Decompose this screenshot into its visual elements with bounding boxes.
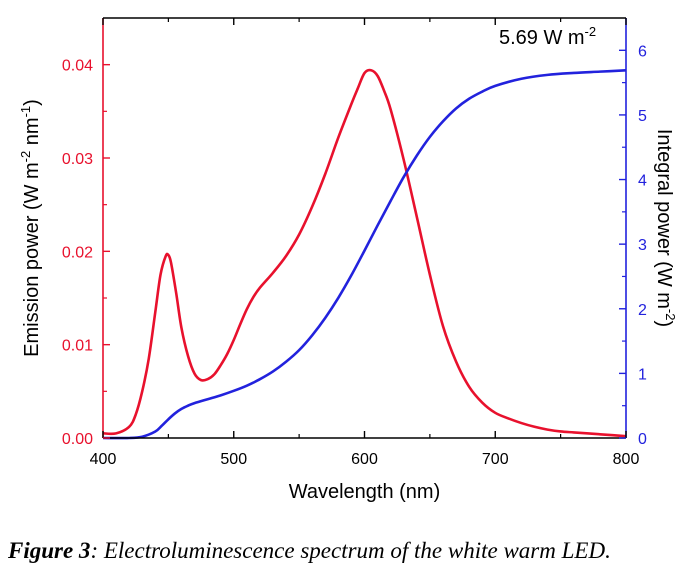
annotation-part: 5.69 W m	[499, 27, 585, 49]
y-left-axis-title-part: nm	[21, 117, 43, 150]
x-axis-title: Wavelength (nm)	[289, 481, 441, 503]
x-tick-label: 600	[351, 451, 378, 468]
x-tick-label: 800	[613, 451, 640, 468]
y-right-tick-label: 4	[638, 173, 647, 190]
plot-area: 400 500 600 700 800 0.00 0.01 0.02 0.03 0.04 0 1 2 3 4…	[18, 17, 678, 503]
x-tick-label: 400	[90, 451, 117, 468]
y-right-axis-title-part: Integral power (W m	[653, 129, 675, 309]
integral-series-line	[102, 69, 627, 440]
y-left-tick-label: 0.02	[62, 244, 93, 261]
emission-series-line	[102, 68, 627, 438]
figure-label: Figure 3	[8, 538, 91, 563]
x-tick-label: 500	[220, 451, 247, 468]
integral-total-annotation: 5.69 W m-2	[499, 24, 596, 49]
y-left-tick-label: 0.00	[62, 431, 93, 448]
y-right-tick-label: 2	[638, 302, 647, 319]
y-left-axis-title-part: -2	[18, 151, 33, 163]
y-left-tick-label: 0.03	[62, 151, 93, 168]
figure-caption: Figure 3: Electroluminescence spectrum o…	[8, 538, 697, 564]
y-right-tick-label: 1	[638, 366, 647, 383]
chart: 400 500 600 700 800 0.00 0.01 0.02 0.03 0.04 0 1 2 3 4…	[18, 17, 678, 503]
y-right-tick-label: 5	[638, 108, 647, 125]
y-right-tick-label: 3	[638, 237, 647, 254]
y-left-axis-title-part: Emission power (W m	[21, 162, 43, 356]
y-right-tick-label: 6	[638, 43, 647, 60]
y-right-axis-title: Integral power (W m-2)	[653, 129, 678, 327]
y-left-axis-title-part: )	[21, 99, 43, 106]
y-left-axis-title-part: -1	[18, 106, 33, 118]
y-left-tick-label: 0.01	[62, 338, 93, 355]
annotation-part: -2	[585, 24, 597, 39]
y-right-axis-title-part: -2	[663, 309, 678, 321]
x-tick-label: 700	[482, 451, 509, 468]
y-left-tick-label: 0.04	[62, 58, 93, 75]
figure-caption-text: : Electroluminescence spectrum of the wh…	[90, 538, 611, 563]
y-left-axis-title: Emission power (W m-2 nm-1)	[18, 99, 43, 357]
y-right-tick-label: 0	[638, 431, 647, 448]
y-right-axis-title-part: )	[653, 320, 675, 327]
